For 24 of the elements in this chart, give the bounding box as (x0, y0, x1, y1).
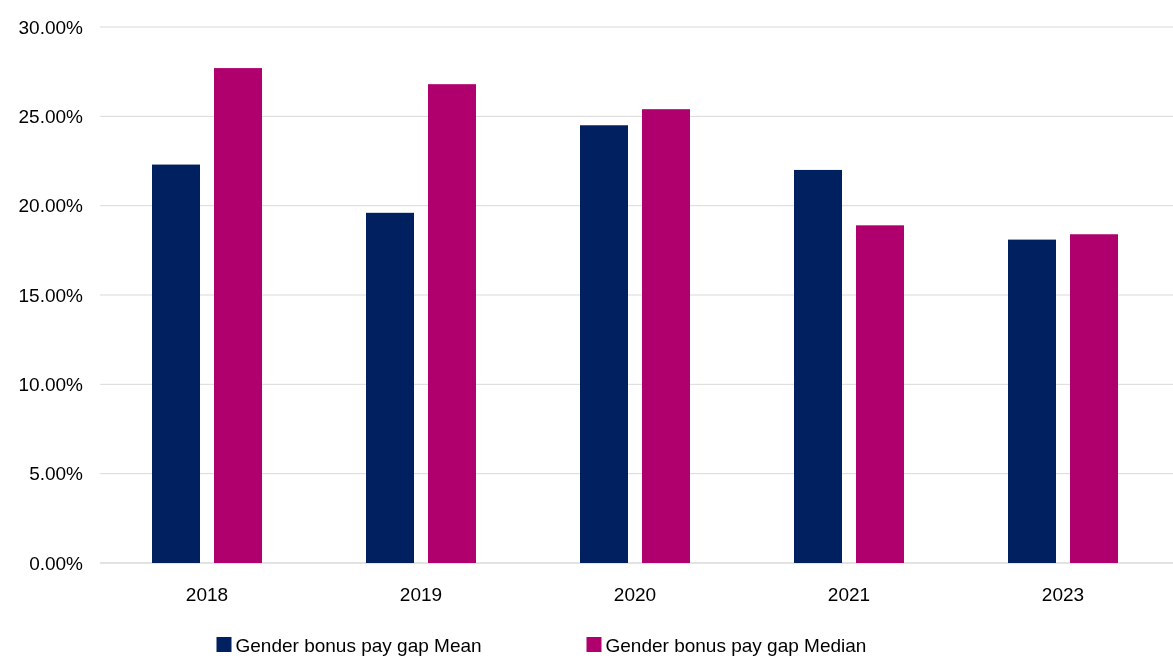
bar (1070, 234, 1118, 563)
bar (794, 169, 842, 563)
legend-label: Gender bonus pay gap Median (605, 634, 867, 656)
y-tick-label: 15.00% (18, 284, 84, 306)
bar (152, 164, 200, 563)
bar (1008, 239, 1056, 563)
legend-label: Gender bonus pay gap Mean (235, 634, 482, 656)
y-tick-label: 25.00% (18, 105, 84, 127)
x-tick-label: 2020 (613, 584, 657, 605)
bar (366, 212, 414, 563)
x-tick-label: 2023 (1041, 584, 1085, 605)
y-tick-label: 10.00% (18, 373, 84, 395)
x-tick-label: 2021 (827, 584, 871, 605)
bar (214, 68, 262, 563)
bar (642, 109, 690, 563)
bar (580, 125, 628, 563)
x-tick-label: 2018 (185, 584, 229, 605)
bar (428, 84, 476, 563)
y-tick-label: 5.00% (29, 463, 84, 485)
x-tick-label: 2019 (399, 584, 443, 605)
y-tick-label: 30.00% (18, 16, 84, 38)
y-tick-label: 20.00% (18, 195, 84, 217)
bar (856, 225, 904, 563)
y-tick-label: 0.00% (29, 552, 84, 574)
